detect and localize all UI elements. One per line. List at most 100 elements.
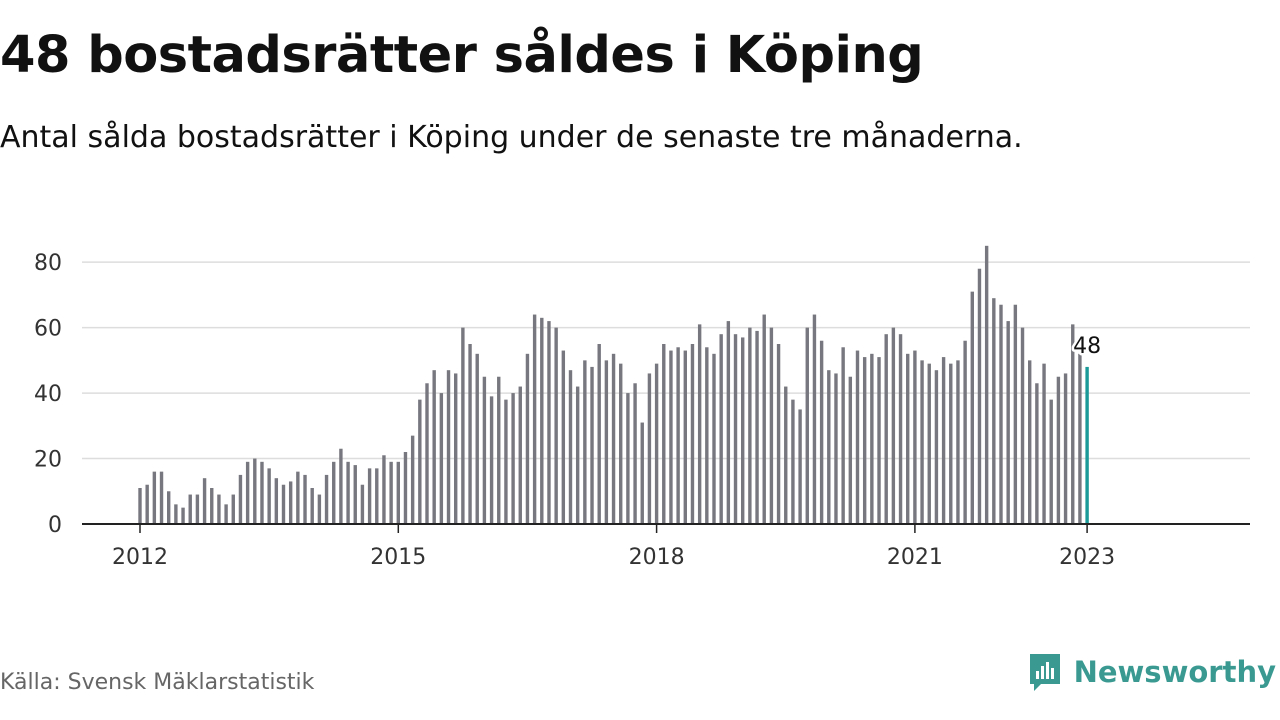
bar: [719, 334, 723, 524]
bar: [654, 363, 659, 524]
x-tick-label: 2021: [887, 545, 943, 570]
bar: [339, 448, 343, 524]
bar: [676, 347, 680, 524]
y-tick-label: 60: [34, 317, 62, 342]
bar: [812, 314, 817, 524]
bar: [690, 344, 695, 524]
bar: [984, 245, 989, 524]
bar: [619, 363, 623, 524]
bar: [1042, 363, 1046, 524]
bar: [1013, 304, 1018, 524]
bar: [1063, 373, 1068, 524]
bar: [949, 363, 953, 524]
bar: [1071, 324, 1075, 524]
bar: [346, 461, 350, 524]
source-note: Källa: Svensk Mäklarstatistik: [0, 670, 315, 695]
bar: [511, 393, 515, 524]
gridlines: [82, 261, 1250, 460]
brand-name: Newsworthy: [1073, 655, 1276, 689]
bar: [891, 327, 896, 524]
bar: [468, 344, 472, 524]
y-tick-label: 0: [48, 513, 62, 538]
bar: [367, 468, 372, 524]
bar: [202, 478, 207, 524]
bar: [403, 452, 408, 524]
bar: [999, 304, 1003, 524]
bar: [174, 504, 178, 524]
bar: [375, 468, 379, 524]
x-tick-label: 2023: [1059, 545, 1115, 570]
bar: [288, 481, 293, 524]
bar: [138, 488, 142, 524]
bar: [590, 366, 594, 524]
bar: [489, 396, 494, 524]
bar: [697, 324, 702, 524]
bar: [224, 504, 228, 524]
bar: [396, 461, 400, 524]
bar: [145, 484, 149, 524]
bar: [324, 474, 329, 524]
bar: [296, 471, 300, 524]
bar: [461, 327, 465, 524]
bar: [970, 291, 974, 524]
bar: [525, 353, 530, 524]
bar: [482, 376, 487, 524]
bar: [855, 350, 860, 524]
bar: [884, 334, 888, 524]
bar: [776, 344, 781, 524]
bar: [303, 474, 307, 524]
bar: [1028, 360, 1032, 524]
bar: [784, 386, 788, 524]
bar: [439, 393, 444, 524]
bar: [877, 357, 881, 524]
x-tick-label: 2018: [629, 545, 685, 570]
last-value-label: 48: [1073, 334, 1101, 359]
bar: [827, 370, 831, 524]
bar: [1056, 376, 1061, 524]
bar: [238, 474, 243, 524]
bar: [611, 353, 616, 524]
bar: [604, 360, 609, 524]
bar: [741, 337, 745, 524]
bar: [159, 471, 164, 524]
bar: [848, 376, 853, 524]
bar: [769, 327, 774, 524]
bar: [669, 350, 673, 524]
bar: [267, 468, 271, 524]
bar: [927, 363, 931, 524]
x-axis: [82, 523, 1250, 533]
bar: [167, 491, 171, 524]
bar: [1020, 327, 1025, 524]
y-tick-label: 80: [34, 251, 62, 276]
bar: [332, 461, 336, 524]
y-axis-tick-labels: 0 20 40 60 80: [34, 251, 62, 538]
bar: [662, 344, 666, 524]
bar: [475, 353, 479, 524]
bar: [1006, 321, 1010, 524]
bar: [647, 373, 652, 524]
bar: [755, 330, 759, 524]
bar: [920, 360, 924, 524]
bar: [733, 334, 738, 524]
bar: [274, 478, 279, 524]
bar: [705, 347, 709, 524]
bar: [425, 383, 429, 524]
bar: [454, 373, 458, 524]
page-subtitle: Antal sålda bostadsrätter i Köping under…: [0, 120, 1023, 155]
bar: [353, 465, 357, 524]
x-axis-tick-labels: 2012 2015 2018 2021 2023: [112, 545, 1115, 570]
bar: [906, 353, 910, 524]
bar: [834, 373, 838, 524]
bar: [418, 399, 422, 524]
bar: [253, 458, 257, 524]
bar: [310, 488, 314, 524]
bar: [497, 376, 501, 524]
bar: [963, 340, 967, 524]
bar: [554, 327, 558, 524]
bar: [898, 334, 903, 524]
bar: [231, 494, 235, 524]
bar: [992, 298, 996, 524]
bar: [712, 353, 716, 524]
